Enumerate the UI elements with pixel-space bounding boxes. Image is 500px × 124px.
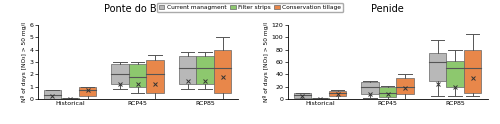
Bar <box>44 90 61 99</box>
Bar <box>311 98 328 99</box>
Text: Ponte do Bico: Ponte do Bico <box>104 4 171 14</box>
Bar <box>378 87 396 97</box>
Bar <box>328 91 346 96</box>
Bar <box>146 60 164 93</box>
Bar <box>294 93 311 98</box>
Bar <box>78 87 96 96</box>
Bar <box>464 50 481 93</box>
Legend: Current managment, Filter strips, Conservation tillage: Current managment, Filter strips, Conser… <box>156 3 344 12</box>
Bar <box>61 98 78 99</box>
Bar <box>178 56 196 84</box>
Bar <box>428 53 446 81</box>
Y-axis label: Nº of days [NO₃] > 50 mg/l: Nº of days [NO₃] > 50 mg/l <box>20 22 26 102</box>
Bar <box>446 61 464 87</box>
Bar <box>361 82 378 94</box>
Y-axis label: Nº of days [NO₃] > 50 mg/l: Nº of days [NO₃] > 50 mg/l <box>263 22 269 102</box>
Text: Penide: Penide <box>371 4 404 14</box>
Bar <box>396 78 414 94</box>
Bar <box>196 56 214 84</box>
Bar <box>128 64 146 87</box>
Bar <box>111 64 128 84</box>
Bar <box>214 50 232 93</box>
